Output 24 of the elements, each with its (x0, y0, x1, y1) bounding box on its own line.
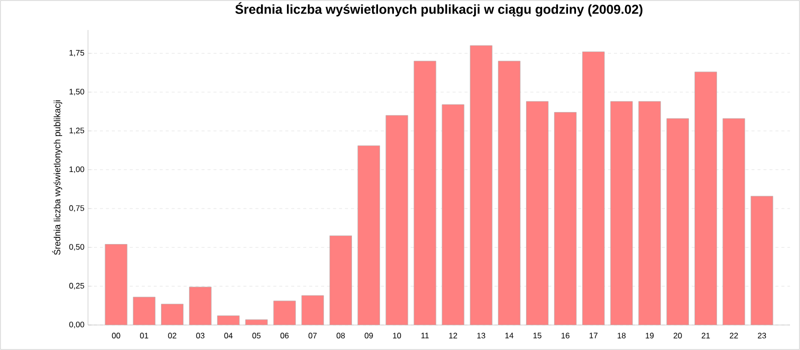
bar (302, 296, 324, 325)
bar (189, 286, 212, 325)
bar (414, 61, 436, 325)
bar (526, 101, 548, 325)
y-axis-title: Średnia liczba wyświetlonych publikacji (52, 100, 62, 255)
bar (358, 146, 380, 325)
bar (582, 52, 604, 325)
bar (694, 72, 717, 325)
bar (470, 46, 492, 325)
bar (330, 236, 352, 325)
bar (498, 61, 520, 325)
bar (750, 196, 774, 325)
bar (638, 101, 661, 325)
bar (610, 101, 633, 325)
chart-title: Średnia liczba wyświetlonych publikacji w ciągu godziny (2009.02) (235, 2, 642, 17)
bar (722, 118, 745, 325)
bar (386, 115, 408, 325)
bar (442, 104, 464, 325)
bar (105, 244, 128, 325)
bar (554, 112, 576, 325)
bar (133, 297, 156, 325)
bar (274, 300, 296, 325)
bar (161, 304, 184, 325)
bar (666, 118, 689, 325)
